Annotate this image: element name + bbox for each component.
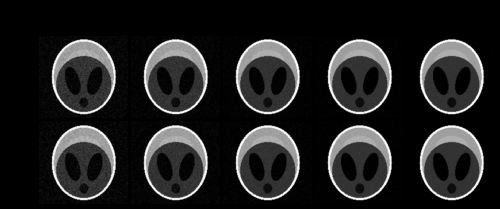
Text: 35db: 35db <box>160 8 188 18</box>
Text: 50db: 50db <box>436 8 464 18</box>
Text: 45db: 45db <box>344 8 372 18</box>
Text: 40db: 40db <box>252 8 280 18</box>
Text: TVcDM: TVcDM <box>8 145 16 176</box>
Text: 30db: 30db <box>68 8 96 18</box>
Text: DDcTV: DDcTV <box>8 59 16 90</box>
